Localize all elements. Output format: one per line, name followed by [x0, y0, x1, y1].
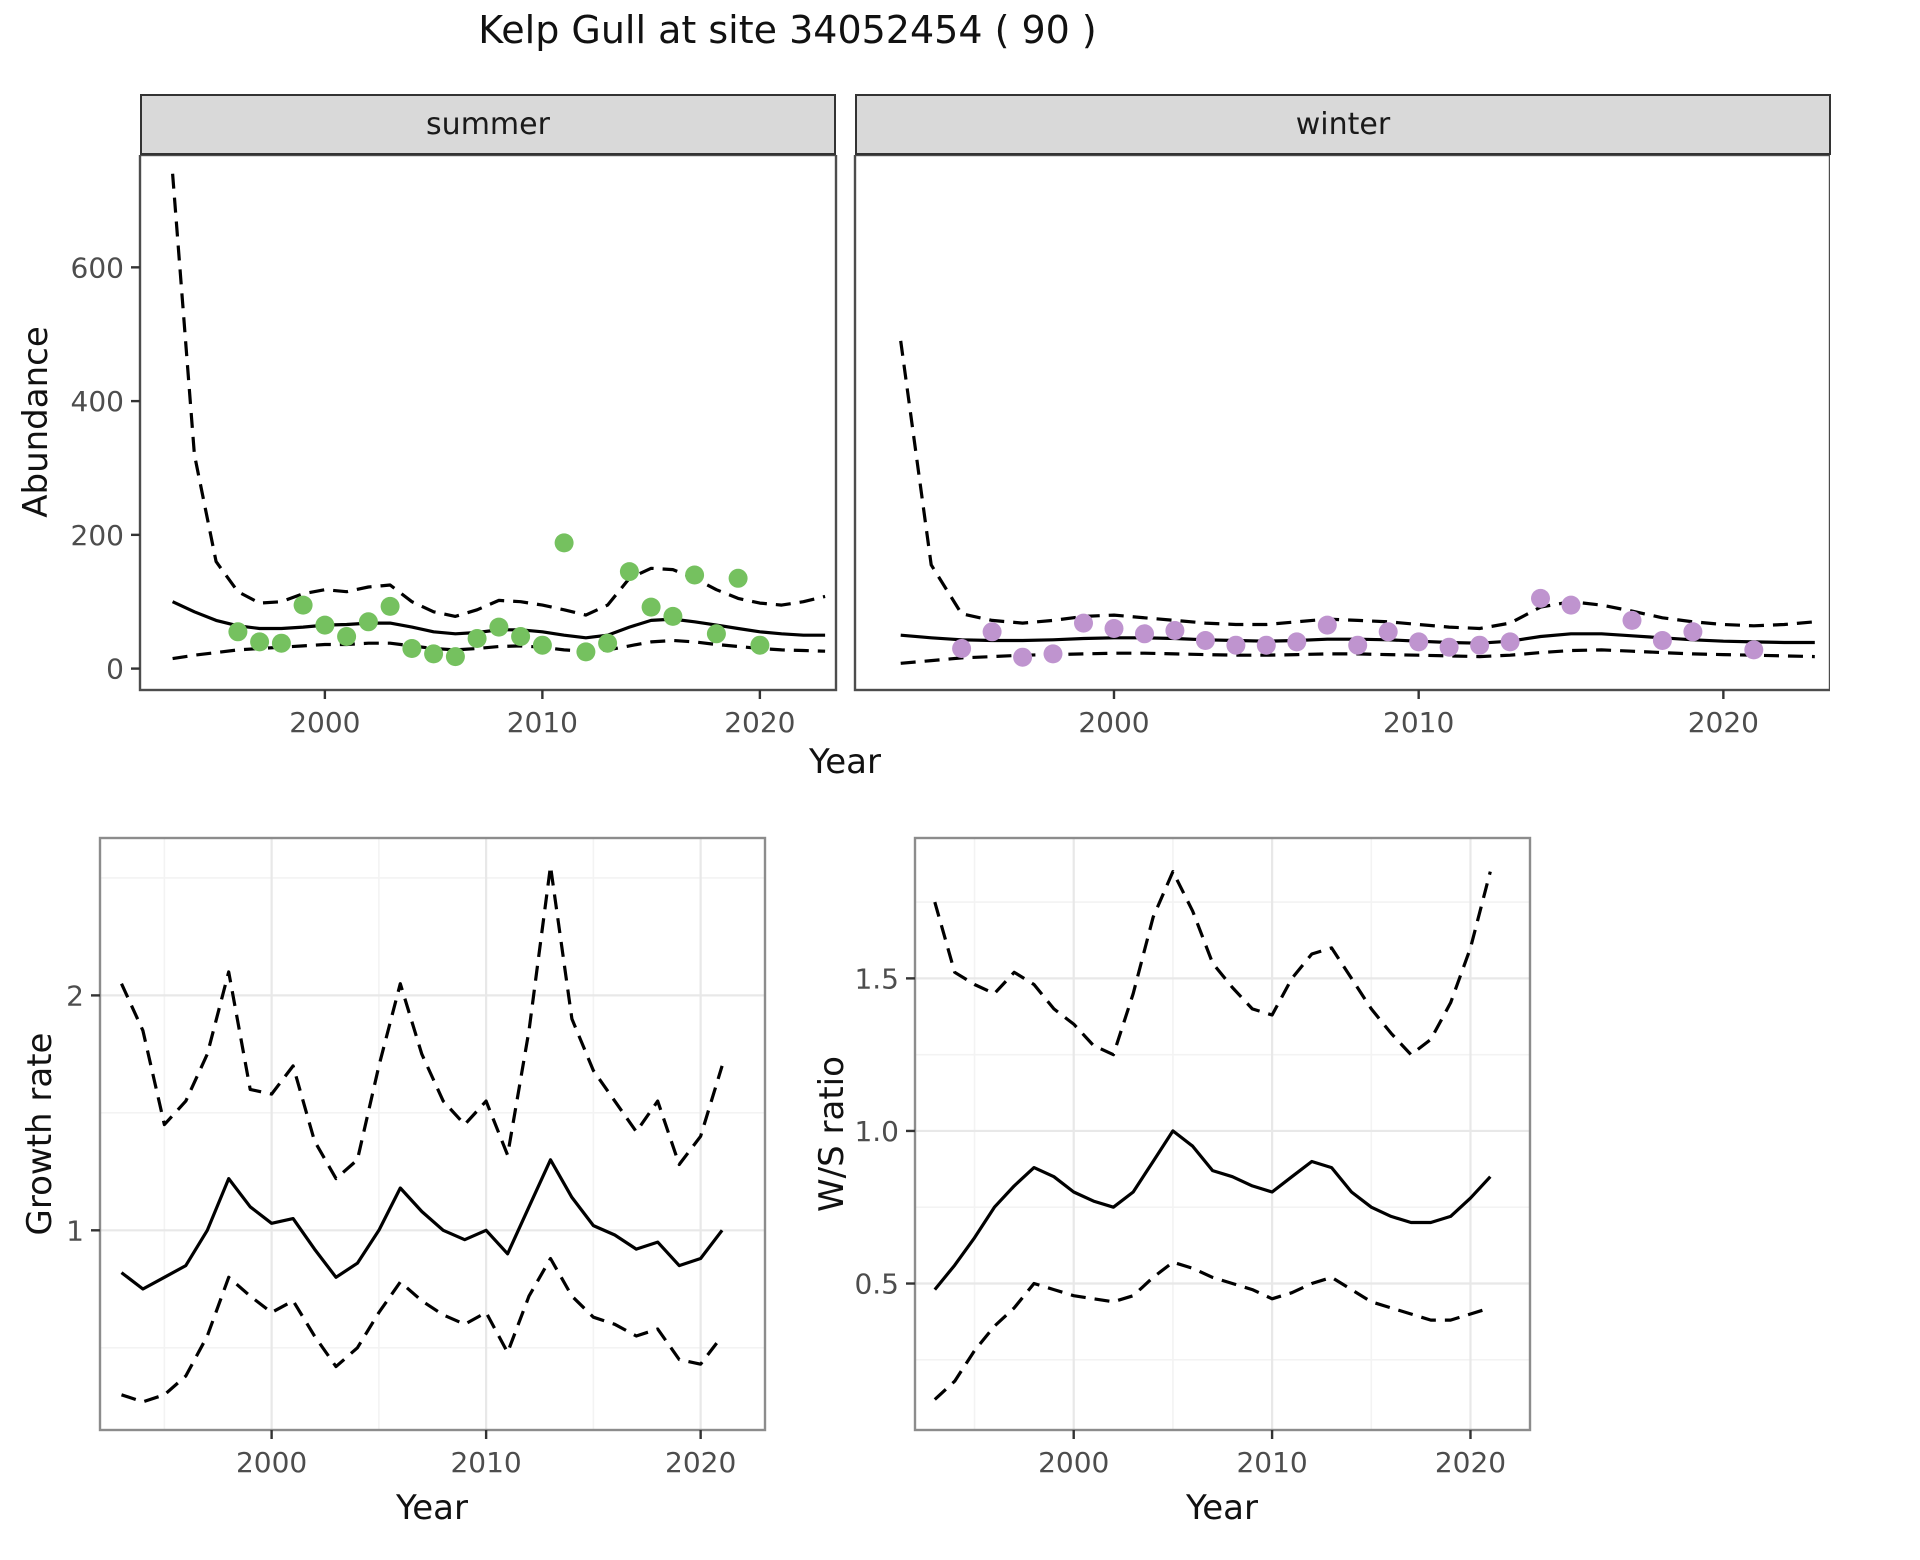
svg-text:2010: 2010: [1383, 706, 1454, 739]
growth-rate-x-axis-label: Year: [396, 1488, 468, 1528]
svg-text:2000: 2000: [1038, 1446, 1109, 1479]
svg-text:2020: 2020: [665, 1446, 736, 1479]
facet-strip-summer: summer: [140, 94, 836, 155]
svg-text:2000: 2000: [289, 706, 360, 739]
svg-text:1.5: 1.5: [854, 962, 899, 995]
svg-text:2: 2: [66, 979, 84, 1012]
svg-text:2020: 2020: [1435, 1446, 1506, 1479]
abundance-winter-chart: 2000 2010 2020: [853, 155, 1830, 739]
svg-text:400: 400: [71, 385, 124, 418]
svg-text:2020: 2020: [724, 706, 795, 739]
top-x-axis-label: Year: [809, 742, 881, 782]
ws-ratio-x-axis-label: Year: [1186, 1488, 1258, 1528]
figure-title: Kelp Gull at site 34052454 ( 90 ): [478, 8, 1097, 52]
svg-text:2010: 2010: [507, 706, 578, 739]
svg-text:2000: 2000: [236, 1446, 307, 1479]
svg-text:2010: 2010: [450, 1446, 521, 1479]
svg-text:600: 600: [71, 251, 124, 284]
facet-strip-summer-label: summer: [426, 107, 550, 142]
svg-text:1: 1: [66, 1214, 84, 1247]
abundance-summer-chart: 2000 2010 2020 0 200 400 600: [71, 155, 838, 739]
svg-text:2000: 2000: [1078, 706, 1149, 739]
svg-text:1.0: 1.0: [854, 1115, 899, 1148]
facet-strip-winter-label: winter: [1295, 107, 1391, 142]
ws-ratio-chart: 2000 2010 2020 0.5 1.0 1.5: [854, 836, 1532, 1479]
svg-text:0.5: 0.5: [854, 1268, 899, 1301]
growth-rate-chart: 2000 2010 2020 1 2: [66, 836, 767, 1479]
svg-text:0: 0: [106, 653, 124, 686]
svg-text:2010: 2010: [1236, 1446, 1307, 1479]
svg-text:200: 200: [71, 519, 124, 552]
facet-strip-winter: winter: [855, 94, 1831, 155]
svg-text:2020: 2020: [1688, 706, 1759, 739]
